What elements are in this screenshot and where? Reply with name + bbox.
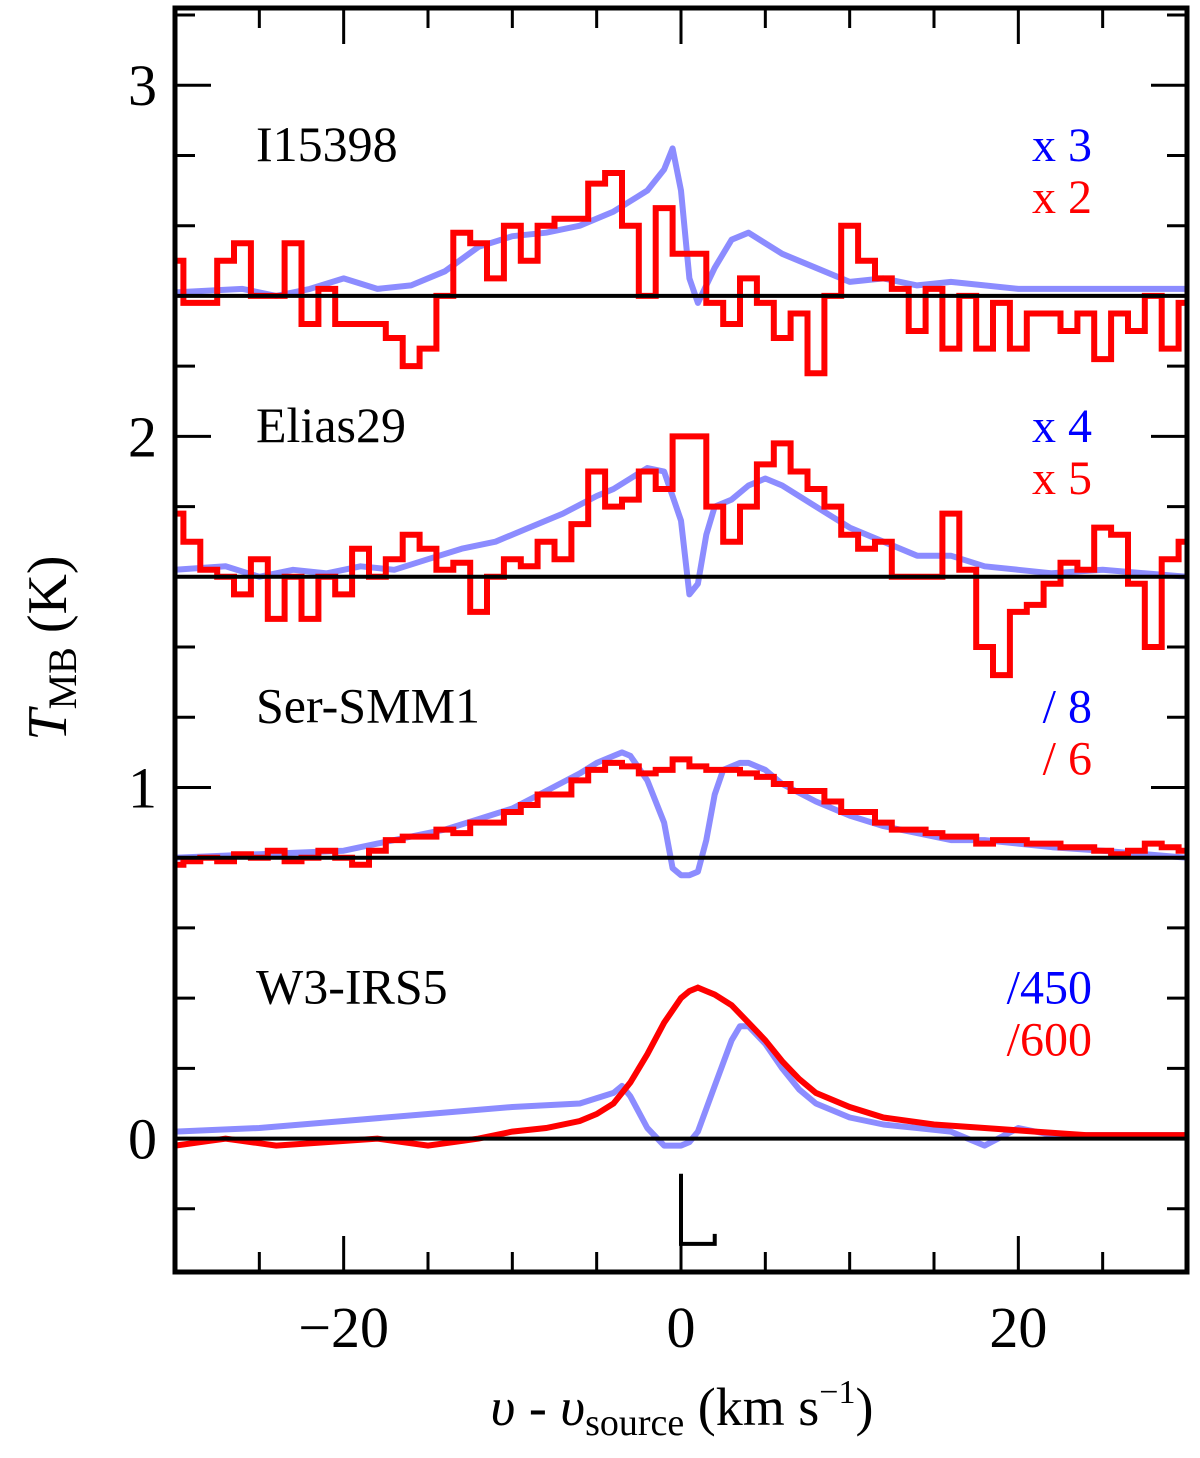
y-tick-label: 2 xyxy=(128,404,157,469)
red-spectrum-ser-smm1 xyxy=(175,756,1187,868)
blue-scale-label-ser-smm1: / 8 xyxy=(1043,681,1092,734)
x-axis-label: υ - υsource (km s−1) xyxy=(491,1374,874,1444)
x-tick-label: 20 xyxy=(989,1295,1047,1360)
y-tick-label: 3 xyxy=(128,53,157,118)
x-axis-label-main: υ - υ xyxy=(491,1377,586,1437)
source-label-i15398: I15398 xyxy=(256,116,398,172)
blue-scale-label-i15398: x 3 xyxy=(1032,119,1092,172)
y-tick-label: 1 xyxy=(128,755,157,820)
source-label-w3-irs5: W3-IRS5 xyxy=(256,959,448,1015)
y-axis-label-main: T xyxy=(17,706,79,741)
velocity-marker xyxy=(679,1173,717,1246)
red-scale-label-elias29: x 5 xyxy=(1032,452,1092,505)
red-spectrum-i15398 xyxy=(175,170,1187,377)
baselines xyxy=(175,293,1187,1141)
y-axis-label: TMB (K) xyxy=(17,555,85,740)
x-axis-label-sub: source xyxy=(585,1402,684,1444)
plot-frame xyxy=(172,5,1190,1275)
x-tick-label: −20 xyxy=(298,1295,389,1360)
red-spectrum-w3-irs5 xyxy=(175,984,1187,1149)
x-tick-label: 0 xyxy=(667,1295,696,1360)
x-axis-label-units: (km s xyxy=(684,1377,819,1437)
blue-scale-label-w3-irs5: /450 xyxy=(1007,962,1092,1015)
source-label-ser-smm1: Ser-SMM1 xyxy=(256,678,480,734)
y-tick-label: 0 xyxy=(128,1107,157,1172)
red-scale-label-ser-smm1: / 6 xyxy=(1043,733,1092,786)
x-axis-label-close: ) xyxy=(855,1377,873,1437)
red-scale-label-w3-irs5: /600 xyxy=(1007,1014,1092,1067)
tick-labels: −20 0 20 0 1 2 3 xyxy=(128,53,1047,1360)
y-axis-label-sub: MB xyxy=(40,647,85,709)
red-scale-label-i15398: x 2 xyxy=(1032,171,1092,224)
annotations: I15398 x 3x 2 Elias29 x 4x 5 Ser-SMM1 / 8/ 6 W… xyxy=(256,116,1092,1246)
y-axis-label-units: (K) xyxy=(17,555,79,647)
blue-scale-label-elias29: x 4 xyxy=(1032,400,1092,453)
source-label-elias29: Elias29 xyxy=(256,397,406,453)
x-axis-label-sup: −1 xyxy=(819,1374,855,1411)
